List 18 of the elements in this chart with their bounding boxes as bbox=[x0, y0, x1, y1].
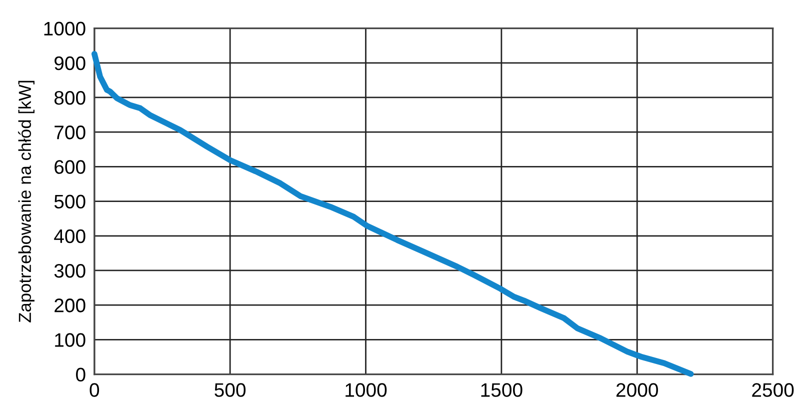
y-tick-label: 100 bbox=[55, 333, 86, 347]
x-tick-label: 0 bbox=[90, 383, 100, 397]
y-tick-label: 400 bbox=[54, 229, 86, 244]
x-tick-label: 2500 bbox=[752, 383, 794, 397]
y-tick-label: 900 bbox=[54, 56, 86, 70]
x-tick-label: 500 bbox=[214, 383, 246, 397]
x-tick-label: 2000 bbox=[616, 383, 658, 397]
y-tick-label: 700 bbox=[54, 126, 86, 140]
y-tick-label: 0 bbox=[76, 368, 86, 382]
y-tick-label: 600 bbox=[54, 160, 86, 174]
y-tick-label: 800 bbox=[54, 90, 86, 105]
y-tick-label: 200 bbox=[54, 298, 86, 312]
x-tick-label: 1000 bbox=[346, 383, 387, 397]
y-tick-label: 300 bbox=[54, 264, 86, 278]
x-tick-label: 1500 bbox=[481, 383, 522, 397]
y-tick-label: 1000 bbox=[44, 22, 86, 36]
y-axis-title: Zapotrzebowanie na chłód [kW] bbox=[18, 80, 34, 322]
y-tick-label: 500 bbox=[54, 194, 86, 209]
